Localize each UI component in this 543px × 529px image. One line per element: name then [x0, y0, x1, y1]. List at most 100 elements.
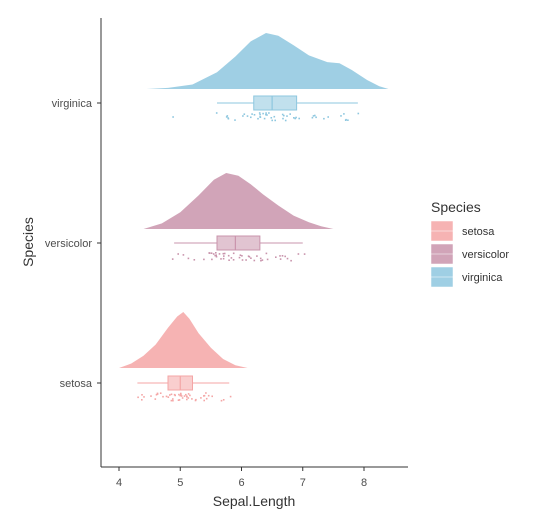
rain-point	[250, 116, 252, 119]
rain-point	[222, 399, 225, 401]
legend-label: setosa	[462, 226, 495, 238]
rain-point	[193, 259, 196, 261]
rain-point	[141, 399, 143, 401]
rain-point	[169, 394, 171, 396]
rain-point	[298, 117, 300, 120]
rain-point	[177, 399, 180, 401]
rain-point	[251, 113, 253, 115]
x-tick-label: 5	[177, 477, 183, 489]
rain-point	[253, 259, 256, 262]
rain-point	[187, 397, 190, 399]
rain-point	[215, 112, 218, 114]
rain-point	[297, 253, 300, 255]
x-axis-title: Sepal.Length	[213, 493, 296, 509]
rain-point	[137, 396, 139, 399]
rain-point	[260, 259, 262, 262]
rain-point	[230, 257, 233, 259]
rain-point	[266, 114, 268, 116]
rain-point	[232, 252, 235, 255]
legend-label: versicolor	[462, 249, 509, 261]
rain-point	[242, 115, 244, 117]
rain-point	[214, 254, 216, 257]
rain-point	[172, 399, 174, 402]
rain-point	[273, 115, 276, 118]
rain-point	[211, 258, 213, 261]
rain-point	[150, 395, 152, 397]
rain-point	[191, 398, 193, 400]
rain-point	[259, 113, 261, 116]
rain-point	[286, 115, 288, 117]
rain-point	[155, 393, 158, 396]
rain-point	[203, 399, 205, 402]
series-setosa	[119, 312, 248, 402]
rain-point	[234, 119, 236, 121]
rain-point	[275, 256, 277, 258]
x-tick-label: 6	[238, 477, 244, 489]
legend-label: virginica	[462, 272, 503, 284]
rain-point	[171, 258, 174, 260]
rain-point	[357, 112, 360, 115]
rain-point	[238, 256, 241, 259]
y-tick-label-virginica: virginica	[52, 98, 93, 110]
rain-point	[312, 115, 315, 117]
rain-point	[215, 254, 217, 256]
rain-point	[281, 113, 284, 116]
rain-point	[281, 255, 284, 257]
rain-point	[323, 117, 325, 120]
rain-point	[268, 112, 270, 114]
rain-point	[241, 255, 243, 257]
rain-point	[340, 115, 342, 117]
rain-point	[207, 394, 210, 397]
rain-point	[253, 114, 256, 116]
rain-point	[279, 258, 282, 260]
y-tick-label-setosa: setosa	[60, 378, 93, 390]
y-axis-title: Species	[20, 217, 36, 267]
rain-point	[345, 118, 347, 121]
x-axis-ticks: 4 5 6 7 8	[116, 467, 367, 489]
rain-point	[183, 395, 186, 397]
rain-point	[265, 113, 267, 116]
rain-point	[167, 396, 170, 398]
plot-area	[119, 33, 389, 402]
rain-point	[265, 252, 268, 255]
rain-point	[248, 256, 251, 258]
rain-point	[195, 398, 197, 401]
rain-point	[208, 252, 210, 254]
rain-point	[294, 117, 296, 120]
rain-point	[174, 394, 176, 397]
rain-point	[156, 393, 159, 395]
box-virginica	[253, 95, 298, 111]
rain-point	[271, 119, 273, 122]
y-tick-label-versicolor: versicolor	[45, 238, 92, 250]
density-versicolor	[143, 173, 334, 229]
x-tick-label: 7	[300, 477, 306, 489]
rain-point	[172, 116, 174, 118]
density-setosa	[119, 312, 248, 368]
rain-point	[266, 258, 269, 261]
rain-point	[250, 257, 252, 259]
rain-point	[290, 259, 292, 262]
rain-point	[218, 253, 221, 255]
rain-point	[222, 252, 225, 255]
rain-point	[261, 259, 264, 261]
rain-point	[187, 257, 190, 260]
rain-point	[187, 393, 190, 395]
rain-point	[232, 259, 235, 261]
x-tick-label: 8	[361, 477, 367, 489]
rain-point	[185, 393, 187, 396]
rain-point	[180, 392, 182, 395]
rain-point	[178, 399, 181, 401]
rain-point	[203, 395, 205, 397]
rain-point	[227, 254, 230, 257]
rain-point	[259, 257, 262, 260]
density-virginica	[146, 33, 389, 89]
rain-point	[315, 116, 317, 119]
legend-item-setosa: setosa	[430, 220, 495, 242]
rain-point	[170, 399, 173, 402]
rain-point	[220, 399, 223, 402]
rain-point	[245, 259, 247, 261]
rain-point	[265, 112, 267, 114]
rain-point	[279, 255, 281, 257]
rain-point	[243, 113, 246, 115]
rain-point	[229, 395, 232, 398]
